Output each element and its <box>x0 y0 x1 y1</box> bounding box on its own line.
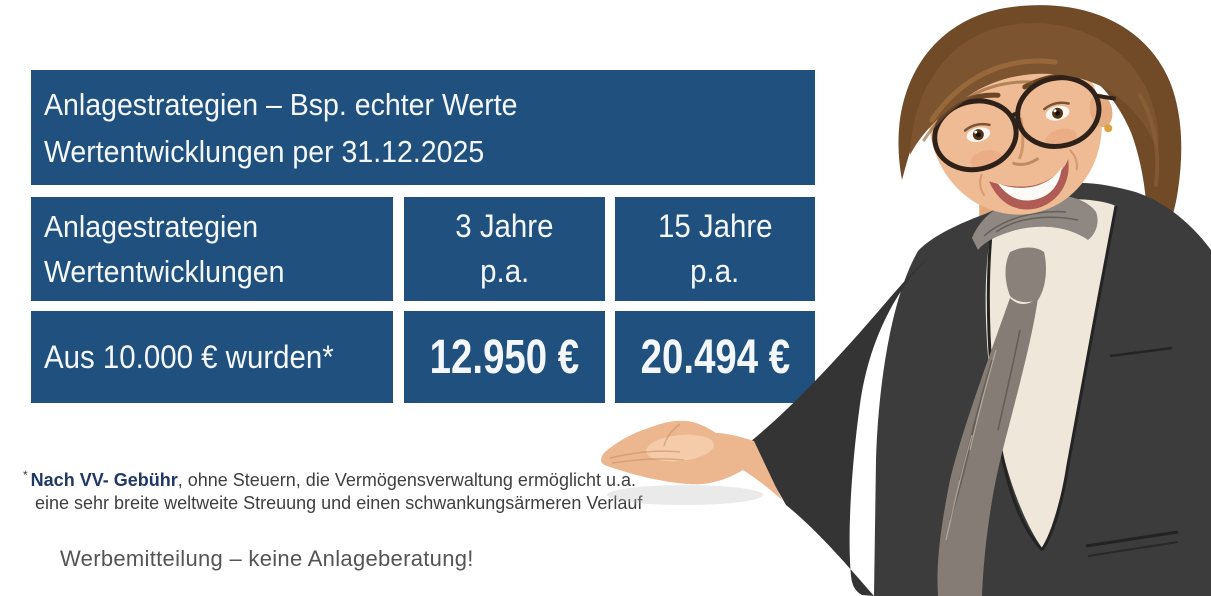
row-header-line-2: Wertentwicklungen <box>44 254 285 289</box>
title-box: Anlagestrategien – Bsp. echter Werte Wer… <box>31 70 815 185</box>
woman-eye-left-pupil <box>975 132 981 138</box>
col1-header-line-2: p.a. <box>479 253 530 289</box>
footnote-asterisk: * <box>23 468 28 482</box>
woman-arm-sleeve <box>750 258 928 596</box>
woman-nose <box>1018 117 1025 160</box>
woman-palm-highlight <box>646 434 714 462</box>
woman-hip-pocket <box>1085 530 1179 548</box>
woman-lips <box>989 159 1069 210</box>
woman-teeth <box>997 166 1062 201</box>
footnote: * Nach VV- Gebühr, ohne Steuern, die Verm… <box>23 464 663 515</box>
footnote-bold-text: Nach VV- Gebühr <box>30 470 178 490</box>
value-3-jahre-box: 12.950 € <box>404 311 605 403</box>
col1-header-line-1: 3 Jahre <box>455 208 554 244</box>
title-line-1: Anlagestrategien – Bsp. echter Werte <box>44 86 518 122</box>
woman-jacket-right-edge <box>1040 205 1118 551</box>
woman-scarf-tail <box>937 298 1038 596</box>
woman-scarf-knot <box>1005 247 1046 303</box>
woman-nostrils <box>1012 157 1039 166</box>
column-header-3-jahre-box: 3 Jahre p.a. <box>404 197 605 301</box>
woman-hand <box>601 420 782 500</box>
woman-scarf-collar-pattern <box>983 210 1079 237</box>
row-header-line-1: Anlagestrategien <box>44 209 259 244</box>
column-header-15-jahre-box: 15 Jahre p.a. <box>615 197 815 301</box>
table-row-header-box: Anlagestrategien Wertentwicklungen <box>31 197 393 301</box>
woman-hand-shadow <box>607 485 763 505</box>
col2-header-line-1: 15 Jahre <box>657 208 773 244</box>
woman-hip-pocket-shadow <box>1087 541 1179 557</box>
woman-eye-left-glint <box>974 130 978 134</box>
value-row-label: Aus 10.000 € wurden* <box>44 338 334 375</box>
footnote-line-1: * Nach VV- Gebühr, ohne Steuern, die Verm… <box>23 464 663 492</box>
value-row-label-box: Aus 10.000 € wurden* <box>31 311 393 403</box>
value-15-jahre: 20.494 € <box>640 330 790 384</box>
woman-hair-bangs <box>910 23 1159 156</box>
woman-hair-highlight-1 <box>929 58 1058 123</box>
col2-header-line-2: p.a. <box>690 253 740 289</box>
value-3-jahre: 12.950 € <box>429 330 580 384</box>
businesswoman-illustration <box>601 5 1211 596</box>
woman-smile-folds <box>979 149 1078 196</box>
woman-eye-right-pupil <box>1055 110 1060 116</box>
woman-earring <box>1104 124 1113 133</box>
title-line-2: Wertentwicklungen per 31.12.2025 <box>44 133 485 169</box>
woman-eyelid-lines <box>963 101 1070 132</box>
woman-eye-right-glint <box>1053 109 1057 113</box>
value-15-jahre-box: 20.494 € <box>615 311 815 403</box>
footnote-line-2: eine sehr breite weltweite Streuung und … <box>35 493 643 513</box>
woman-glasses <box>932 75 1117 173</box>
woman-chest-pocket <box>1109 346 1173 358</box>
woman-finger-lines <box>609 423 685 464</box>
disclaimer-text: Werbemitteilung – keine Anlageberatung! <box>60 546 474 571</box>
woman-hair-highlight-2 <box>922 80 1034 142</box>
footnote-line-1-rest: , ohne Steuern, die Vermögensverwaltung … <box>177 470 636 490</box>
woman-scarf-tail-pattern-light <box>945 349 997 541</box>
woman-hair-highlight-3 <box>1138 93 1160 187</box>
